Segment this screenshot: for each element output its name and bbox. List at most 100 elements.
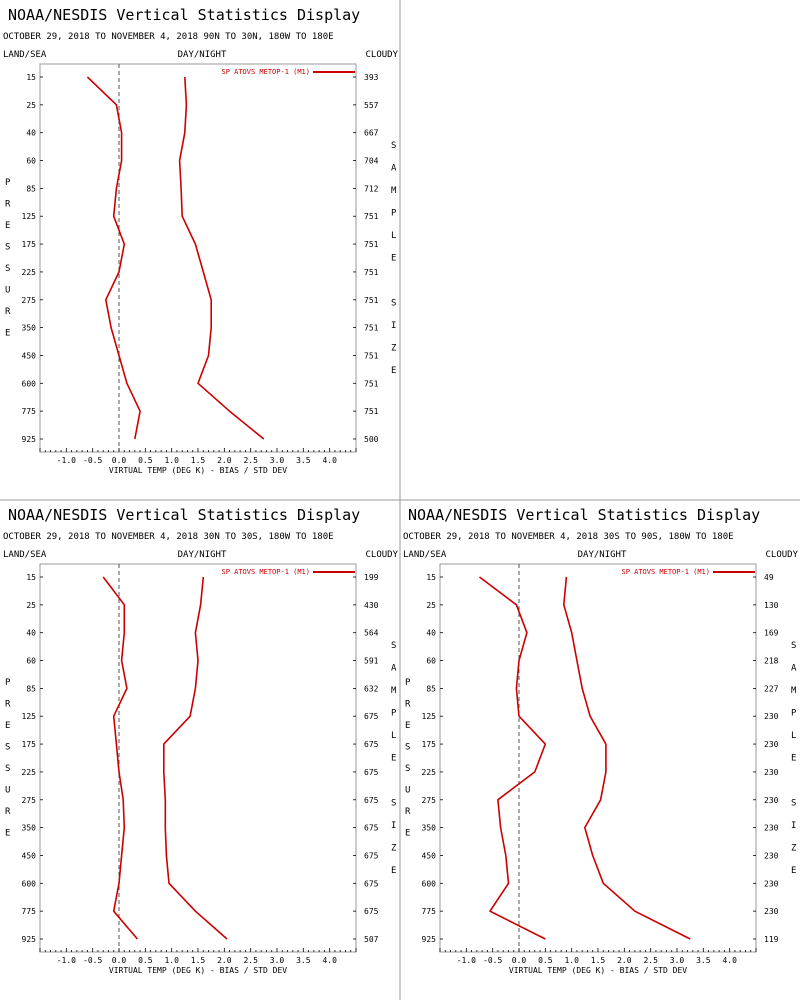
x-axis-label: VIRTUAL TEMP (DEG K) - BIAS / STD DEV [509, 966, 687, 975]
land-sea-label: LAND/SEA [3, 550, 47, 560]
x-tick-label: 0.5 [538, 956, 553, 965]
x-tick-label: 2.5 [243, 956, 258, 965]
pressure-level-label: 25 [26, 101, 36, 110]
x-tick-label: 3.0 [270, 956, 285, 965]
x-tick-label: 0.0 [112, 956, 127, 965]
sample-size-label: 712 [364, 184, 379, 193]
sample-size-label: 119 [764, 935, 779, 944]
sample-size-label: 751 [364, 268, 379, 277]
x-tick-label: 4.0 [322, 956, 337, 965]
x-tick-label: -1.0 [57, 456, 76, 465]
sample-size-label: 675 [364, 740, 379, 749]
x-tick-label: 4.0 [722, 956, 737, 965]
sample-size-label: 500 [364, 435, 379, 444]
pressure-level-label: 175 [422, 740, 437, 749]
chart-title: NOAA/NESDIS Vertical Statistics Display [8, 6, 360, 24]
x-tick-label: 3.5 [296, 456, 311, 465]
x-tick-label: 1.0 [164, 956, 179, 965]
pressure-level-label: 175 [22, 240, 37, 249]
pressure-level-label: 350 [422, 824, 437, 833]
x-tick-label: 3.5 [296, 956, 311, 965]
x-tick-label: -1.0 [57, 956, 76, 965]
x-tick-label: 2.5 [243, 456, 258, 465]
pressure-level-label: 15 [426, 573, 436, 582]
sample-size-label: 230 [764, 879, 779, 888]
pressure-level-label: 925 [22, 435, 37, 444]
pressure-level-label: 275 [422, 796, 437, 805]
pressure-level-label: 600 [22, 879, 37, 888]
sample-size-label: 675 [364, 796, 379, 805]
series-line-std-dev [163, 576, 228, 940]
x-tick-label: 0.0 [512, 956, 527, 965]
x-tick-label: -1.0 [457, 956, 476, 965]
sample-size-label: 230 [764, 740, 779, 749]
pressure-level-label: 15 [26, 73, 36, 82]
pressure-level-label: 85 [426, 684, 436, 693]
legend-label: SP ATOVS METOP-1 (M1) [221, 68, 310, 76]
series-line-bias [102, 576, 139, 940]
sample-size-label: 632 [364, 684, 379, 693]
pressure-level-label: 775 [22, 907, 37, 916]
land-sea-label: LAND/SEA [403, 550, 447, 560]
x-tick-label: 0.0 [112, 456, 127, 465]
x-axis-label: VIRTUAL TEMP (DEG K) - BIAS / STD DEV [109, 466, 287, 475]
sample-size-label: 751 [364, 324, 379, 333]
pressure-level-label: 350 [22, 824, 37, 833]
x-tick-label: 3.5 [696, 956, 711, 965]
sample-size-label: 230 [764, 796, 779, 805]
pressure-level-label: 450 [22, 351, 37, 360]
pressure-level-label: 60 [426, 657, 436, 666]
pressure-level-label: 225 [22, 768, 37, 777]
sample-size-label: 49 [764, 573, 774, 582]
x-tick-label: 1.5 [591, 956, 606, 965]
series-line-bias [86, 76, 141, 440]
pressure-level-label: 775 [22, 407, 37, 416]
sample-size-label: 591 [364, 657, 379, 666]
sample-size-label: 751 [364, 212, 379, 221]
x-tick-label: 2.5 [643, 956, 658, 965]
chart-panel: NOAA/NESDIS Vertical Statistics Display O… [3, 506, 399, 975]
pressure-level-label: 275 [22, 796, 37, 805]
series-line-std-dev [563, 576, 691, 940]
chart-panel: NOAA/NESDIS Vertical Statistics Display O… [403, 506, 799, 975]
x-tick-label: 0.5 [138, 456, 153, 465]
sample-size-label: 564 [364, 629, 379, 638]
plot-frame [39, 63, 357, 453]
sample-size-label: 675 [364, 879, 379, 888]
cloudy-label: CLOUDY [765, 550, 798, 560]
chart-title: NOAA/NESDIS Vertical Statistics Display [408, 506, 760, 524]
sample-size-label: 230 [764, 907, 779, 916]
pressure-level-label: 450 [422, 851, 437, 860]
series-line-std-dev [178, 76, 265, 440]
legend-label: SP ATOVS METOP-1 (M1) [621, 568, 710, 576]
sample-size-label: 218 [764, 657, 779, 666]
x-tick-label: 2.0 [617, 956, 632, 965]
sample-size-label: 667 [364, 129, 379, 138]
pressure-level-label: 40 [26, 129, 36, 138]
pressure-level-label: 85 [26, 184, 36, 193]
day-night-label: DAY/NIGHT [578, 550, 627, 560]
day-night-label: DAY/NIGHT [178, 550, 227, 560]
x-axis-label: VIRTUAL TEMP (DEG K) - BIAS / STD DEV [109, 966, 287, 975]
sample-size-label: 751 [364, 240, 379, 249]
pressure-level-label: 125 [22, 212, 37, 221]
pressure-level-label: 125 [422, 712, 437, 721]
sample-size-label: 675 [364, 824, 379, 833]
sample-size-label: 230 [764, 768, 779, 777]
pressure-level-label: 925 [422, 935, 437, 944]
x-tick-label: 3.0 [670, 956, 685, 965]
sample-size-label: 751 [364, 351, 379, 360]
pressure-level-label: 25 [426, 601, 436, 610]
sample-size-label: 751 [364, 296, 379, 305]
sample-size-label: 675 [364, 768, 379, 777]
sample-size-label: 227 [764, 684, 779, 693]
pressure-level-label: 15 [26, 573, 36, 582]
sample-size-label: 169 [764, 629, 779, 638]
pressure-level-label: 125 [22, 712, 37, 721]
